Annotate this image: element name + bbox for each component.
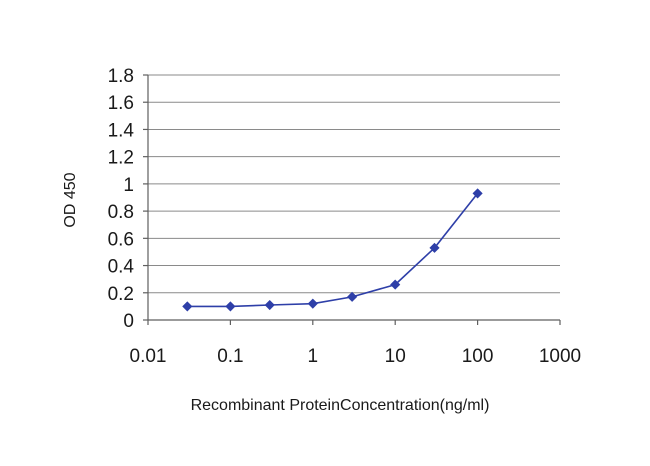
data-point: [347, 291, 358, 302]
grid-layer: [148, 74, 560, 294]
x-tick-labels: 0.01 0.1 1 10 100 1000: [130, 346, 582, 367]
data-point: [225, 301, 236, 312]
y-axis-title: OD 450: [62, 172, 79, 227]
series-layer: [182, 188, 483, 312]
x-tick-label: 0.01: [130, 346, 167, 367]
data-point: [472, 188, 483, 199]
y-tick-label: 0.4: [108, 257, 135, 278]
y-tick-label: 1: [123, 175, 134, 196]
y-tick-label: 1.2: [108, 148, 134, 169]
data-point: [429, 242, 440, 253]
y-tick-label: 0.2: [108, 284, 134, 305]
series-line: [187, 192, 479, 308]
x-tick-label: 1: [308, 346, 319, 367]
x-tick-label: 10: [385, 346, 406, 367]
x-tick-label: 100: [462, 346, 494, 367]
data-point: [264, 299, 275, 311]
x-tick-label: 0.1: [217, 346, 243, 367]
y-tick-label: 0.6: [108, 229, 134, 250]
y-tick-label: 1.8: [108, 66, 134, 87]
y-tick-label: 1.6: [108, 93, 134, 114]
data-point: [390, 279, 401, 290]
axis-layer: [143, 74, 561, 325]
y-tick-label: 0: [123, 311, 134, 332]
y-tick-label: 0.8: [108, 202, 134, 223]
x-tick-label: 1000: [539, 346, 581, 367]
x-axis-title: Recombinant ProteinConcentration(ng/ml): [191, 397, 490, 414]
data-point: [182, 301, 193, 312]
y-tick-label: 1.4: [108, 120, 135, 141]
data-point: [307, 298, 318, 309]
y-tick-labels: 0 0.2 0.4 0.6 0.8 1 1.2 1.4 1.6 1.8: [108, 66, 135, 332]
